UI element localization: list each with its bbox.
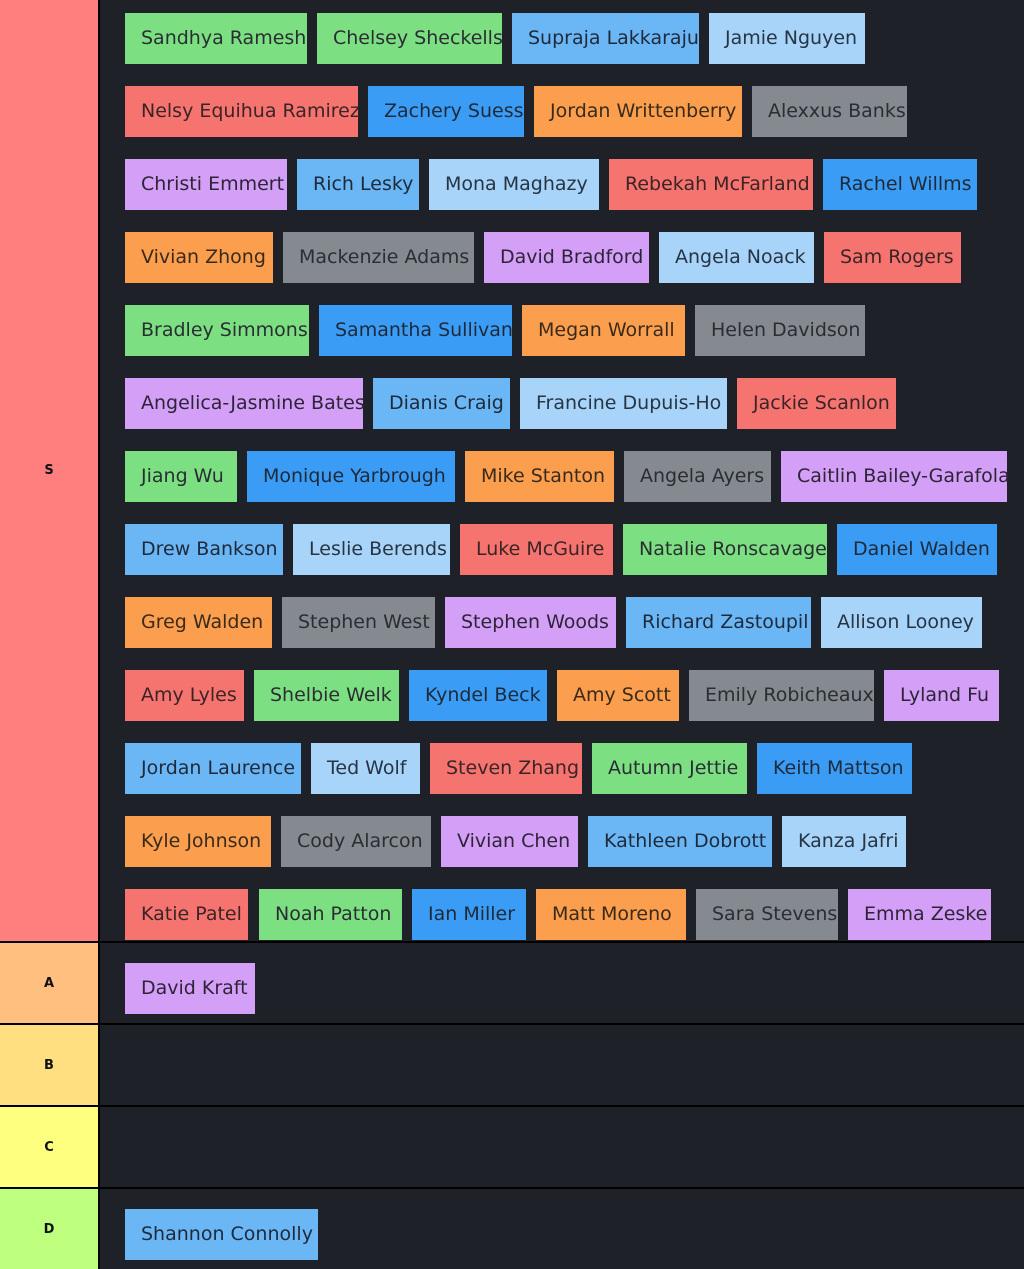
tier-item[interactable]: Kyle Johnson (125, 816, 271, 867)
tier-item[interactable]: Mike Stanton (465, 451, 614, 502)
tier-item[interactable]: Chelsey Sheckells (317, 13, 503, 64)
tier-item[interactable]: Christi Emmert (125, 159, 287, 210)
tier-item[interactable]: Ian Miller (412, 889, 526, 940)
tier-item[interactable]: Alexxus Banks (752, 86, 907, 137)
tier-label[interactable]: B (0, 1025, 100, 1105)
tier-items[interactable]: Shannon Connolly (100, 1189, 1024, 1269)
tier-label[interactable]: C (0, 1107, 100, 1187)
tier-item[interactable]: Angela Ayers (624, 451, 771, 502)
tier-item[interactable]: Cody Alarcon (281, 816, 431, 867)
tier-item[interactable]: Lyland Fu (884, 670, 999, 721)
tier-item[interactable]: Greg Walden (125, 597, 272, 648)
tier-item[interactable]: Helen Davidson (695, 305, 865, 356)
tier-label[interactable]: D (0, 1189, 100, 1269)
tier-item[interactable]: Jamie Nguyen (709, 13, 865, 64)
tier-item[interactable]: Rachel Willms (823, 159, 977, 210)
tier-item[interactable]: Shelbie Welk (254, 670, 399, 721)
tier-item[interactable]: Emily Robicheaux (689, 670, 874, 721)
tier-item[interactable]: Rich Lesky (297, 159, 419, 210)
tier-item[interactable]: Steven Zhang (430, 743, 582, 794)
tier-item[interactable]: Sam Rogers (824, 232, 961, 283)
tier-item[interactable]: Amy Lyles (125, 670, 244, 721)
tier-item[interactable]: Kanza Jafri (782, 816, 906, 867)
tier-row-c: C (0, 1105, 1024, 1187)
tier-item[interactable]: Stephen Woods (445, 597, 616, 648)
tier-item[interactable]: Samantha Sullivan (319, 305, 513, 356)
tier-item[interactable]: Richard Zastoupil (626, 597, 811, 648)
tier-item[interactable]: Kathleen Dobrott (588, 816, 772, 867)
tier-row-b: B (0, 1023, 1024, 1105)
tier-item[interactable]: Caitlin Bailey-Garafola (781, 451, 1010, 502)
tier-item[interactable]: Autumn Jettie (592, 743, 747, 794)
tier-item[interactable]: Jordan Writtenberry (534, 86, 742, 137)
tier-row-a: A David Kraft (0, 941, 1024, 1023)
tier-item[interactable]: Nelsy Equihua Ramirez (125, 86, 360, 137)
tier-row-s: S Sandhya Ramesh Chelsey Sheckells Supra… (0, 0, 1024, 941)
tier-item[interactable]: Daniel Walden (837, 524, 997, 575)
tier-item[interactable]: Monique Yarbrough (247, 451, 455, 502)
tier-items[interactable]: Sandhya Ramesh Chelsey Sheckells Supraja… (100, 0, 1024, 941)
tier-item[interactable]: Stephen West (282, 597, 435, 648)
tier-item[interactable]: Vivian Zhong (125, 232, 273, 283)
tier-item[interactable]: Allison Looney (821, 597, 982, 648)
tier-item[interactable]: Shannon Connolly (125, 1209, 318, 1260)
tier-items[interactable] (100, 1025, 1024, 1105)
tier-item[interactable]: Kyndel Beck (409, 670, 547, 721)
tier-item[interactable]: Bradley Simmons (125, 305, 309, 356)
tier-item[interactable]: Katie Patel (125, 889, 248, 940)
tier-item[interactable]: David Bradford (484, 232, 649, 283)
tier-item[interactable]: Supraja Lakkaraju (512, 13, 699, 64)
tier-item[interactable]: Zachery Suess (368, 86, 524, 137)
tier-label[interactable]: S (0, 0, 100, 941)
tier-item[interactable]: Rebekah McFarland (609, 159, 813, 210)
tier-item[interactable]: Noah Patton (259, 889, 402, 940)
tier-item[interactable]: Jackie Scanlon (737, 378, 896, 429)
tier-item[interactable]: Sandhya Ramesh (125, 13, 307, 64)
tier-item[interactable]: Natalie Ronscavage (623, 524, 827, 575)
tier-item[interactable]: Emma Zeske (848, 889, 991, 940)
tier-item[interactable]: Mackenzie Adams (283, 232, 474, 283)
tier-items[interactable]: David Kraft (100, 943, 1024, 1023)
tier-item[interactable]: Drew Bankson (125, 524, 283, 575)
tier-item[interactable]: Vivian Chen (441, 816, 578, 867)
tier-row-d: D Shannon Connolly (0, 1187, 1024, 1269)
tier-item[interactable]: Leslie Berends (293, 524, 450, 575)
tier-item[interactable]: Francine Dupuis-Ho (520, 378, 727, 429)
tier-item[interactable]: Megan Worrall (522, 305, 685, 356)
tier-item[interactable]: Ted Wolf (311, 743, 420, 794)
tier-item[interactable]: Sara Stevens (696, 889, 838, 940)
tier-item[interactable]: Jordan Laurence (125, 743, 301, 794)
tier-item[interactable]: Mona Maghazy (429, 159, 599, 210)
tier-item[interactable]: Dianis Craig (373, 378, 510, 429)
tier-label[interactable]: A (0, 943, 100, 1023)
tier-item[interactable]: Angelica-Jasmine Bates (125, 378, 365, 429)
tier-item[interactable]: David Kraft (125, 963, 255, 1014)
tier-item[interactable]: Luke McGuire (460, 524, 613, 575)
tier-item[interactable]: Angela Noack (659, 232, 814, 283)
tier-item[interactable]: Keith Mattson (757, 743, 912, 794)
tier-item[interactable]: Jiang Wu (125, 451, 237, 502)
tier-items[interactable] (100, 1107, 1024, 1187)
tier-item[interactable]: Amy Scott (557, 670, 679, 721)
tier-item[interactable]: Matt Moreno (536, 889, 686, 940)
